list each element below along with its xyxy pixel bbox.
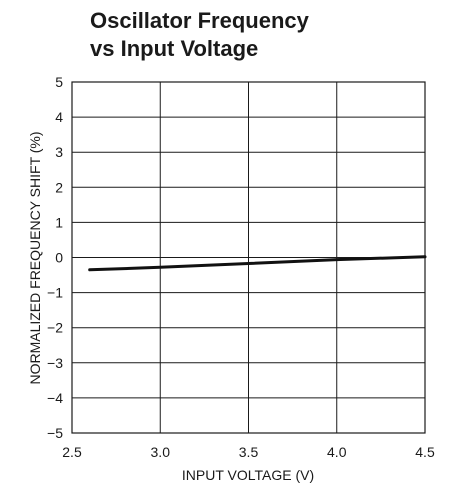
y-tick-label: 5 (55, 74, 63, 90)
y-tick-label: −1 (47, 285, 63, 301)
y-tick-label: 4 (55, 109, 63, 125)
y-tick-label: −5 (47, 425, 63, 441)
tick-labels: 2.5 3.0 3.5 4.0 4.5 5 4 3 2 1 0 −1 −2 −3 −4 −5 (47, 74, 435, 460)
x-tick-label: 3.5 (239, 444, 259, 460)
series-group (88, 255, 427, 272)
y-tick-label: 1 (55, 214, 63, 230)
chart-title-line-1: Oscillator Frequency (90, 8, 310, 33)
series-line (88, 255, 427, 272)
x-axis-label: INPUT VOLTAGE (V) (182, 467, 314, 483)
y-tick-label: 2 (55, 179, 63, 195)
grid (72, 82, 425, 433)
y-tick-label: 3 (55, 144, 63, 160)
y-tick-label: −4 (47, 390, 63, 406)
x-tick-label: 4.0 (327, 444, 347, 460)
y-axis-label: NORMALIZED FREQUENCY SHIFT (%) (27, 131, 43, 384)
y-tick-label: −3 (47, 355, 63, 371)
y-tick-label: 0 (55, 250, 63, 266)
y-tick-label: −2 (47, 320, 63, 336)
x-tick-label: 3.0 (151, 444, 171, 460)
x-tick-label: 2.5 (62, 444, 82, 460)
chart-title-line-2: vs Input Voltage (90, 36, 258, 61)
x-tick-label: 4.5 (415, 444, 435, 460)
